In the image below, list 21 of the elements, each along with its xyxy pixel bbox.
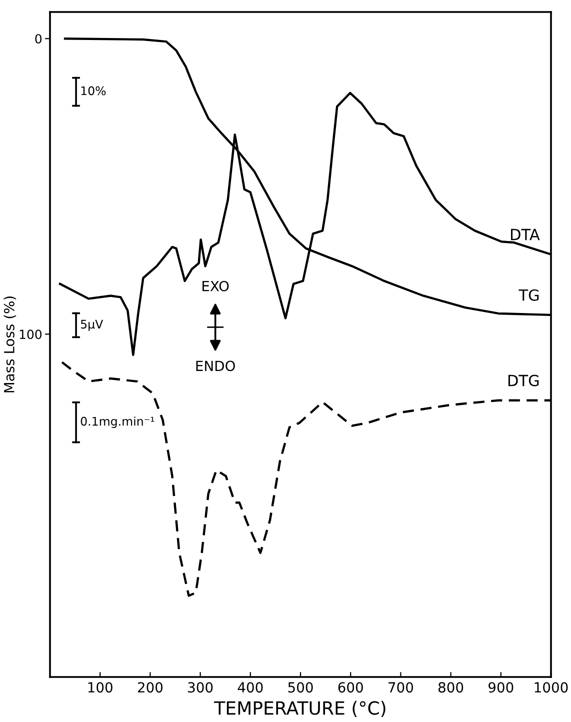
x-tick-label: 500 [288,682,313,693]
x-tick-label: 900 [488,682,514,693]
x-tick-label: 800 [438,682,464,693]
x-tick-label: 100 [88,682,112,693]
x-tick-label: 200 [138,682,163,693]
x-tick-label: 1000 [534,682,568,693]
x-tick-label: 400 [238,682,263,693]
annotation: 5μV [80,320,104,331]
x-tick-label: 600 [338,682,363,693]
x-tick-label: 300 [188,682,213,693]
x-axis-title: TEMPERATURE (°C) [214,700,386,717]
annotation: 10% [81,86,106,96]
x-tick-label: 700 [388,682,414,693]
annotation: 0.1mg.min⁻¹ [80,416,154,428]
y-axis-title: Mass Loss (%) [4,296,16,392]
y-tick-label: 0 [35,34,42,44]
annotation: EXO [202,280,229,292]
series-label: DTG [508,374,539,386]
series-label: DTA [511,228,540,240]
annotation: ENDO [196,360,235,372]
series-label: TG [518,289,539,301]
